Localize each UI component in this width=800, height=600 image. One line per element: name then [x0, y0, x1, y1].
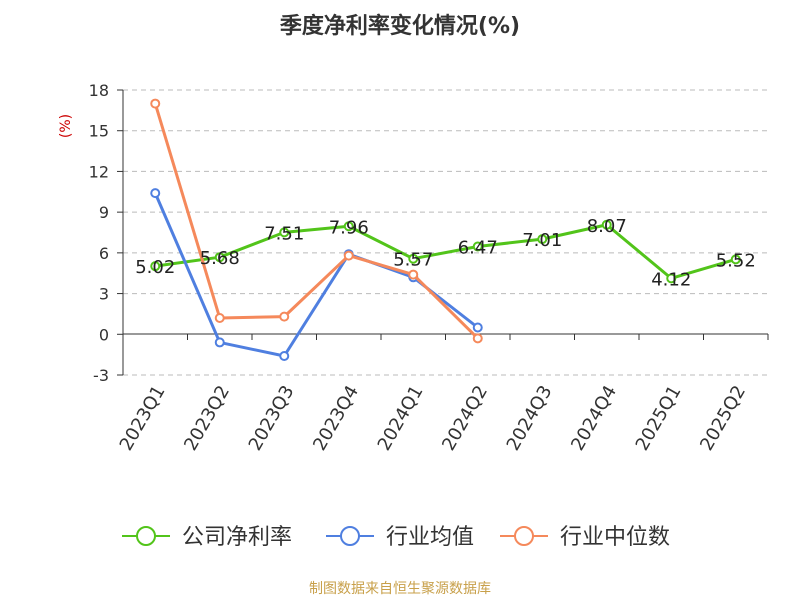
legend-label: 公司净利率: [182, 525, 292, 550]
data-point: [150, 261, 161, 272]
y-tick-label: 12: [89, 162, 109, 181]
data-label: 4.12: [651, 269, 691, 290]
legend-label: 行业均值: [386, 525, 474, 550]
data-label: 5.02: [135, 257, 175, 278]
data-point: [601, 219, 612, 230]
legend-marker: [340, 526, 360, 546]
x-tick-label: 2024Q2: [438, 382, 492, 454]
data-point: [472, 241, 483, 252]
series-lines: [150, 98, 741, 361]
legend-label: 行业中位数: [560, 525, 670, 550]
x-tick-label: 2024Q4: [567, 382, 621, 454]
data-point: [150, 98, 161, 109]
y-tick-label: 0: [99, 325, 109, 344]
data-label: 5.57: [393, 250, 433, 271]
x-tick-label: 2024Q3: [503, 382, 557, 454]
x-tick-label: 2025Q1: [632, 382, 686, 454]
y-axis-label: (%): [58, 114, 74, 138]
data-label: 5.52: [716, 250, 756, 271]
data-label: 7.51: [264, 223, 304, 244]
data-point: [214, 337, 225, 348]
data-point: [343, 221, 354, 232]
data-point: [537, 234, 548, 245]
x-tick-label: 2023Q4: [309, 382, 363, 454]
legend-marker: [514, 526, 534, 546]
x-tick-label: 2025Q2: [696, 382, 750, 454]
chart-title: 季度净利率变化情况(%): [279, 14, 521, 39]
legend: 公司净利率 行业均值 行业中位数: [122, 525, 670, 550]
data-point: [408, 269, 419, 280]
y-tick-label: 6: [99, 244, 109, 263]
data-label: 8.07: [587, 216, 627, 237]
y-tick-label: -3: [93, 366, 109, 385]
data-label: 7.01: [522, 230, 562, 251]
data-point: [408, 253, 419, 264]
data-point: [214, 252, 225, 263]
grid-lines: [123, 89, 768, 376]
data-point: [279, 311, 290, 322]
data-label: 5.68: [200, 248, 240, 269]
data-point: [472, 322, 483, 333]
x-tick-label: 2023Q2: [180, 382, 234, 454]
series-line: [155, 223, 737, 280]
data-point: [150, 188, 161, 199]
data-point: [343, 250, 354, 261]
data-point: [279, 227, 290, 238]
x-tick-label: 2023Q3: [245, 382, 299, 454]
y-tick-label: 18: [89, 81, 109, 100]
x-tick-label: 2023Q1: [116, 382, 170, 454]
series-line: [153, 192, 479, 358]
data-point: [472, 333, 483, 344]
series-line: [153, 103, 479, 340]
data-labels: 5.02 5.68 7.51 7.96 5.57 6.47 7.01 8.07 4.12 5.52: [135, 216, 756, 291]
x-tick-label: 2024Q1: [374, 382, 428, 454]
y-tick-label: 9: [99, 203, 109, 222]
source-note: 制图数据来自恒生聚源数据库: [309, 581, 491, 597]
y-tick-label: 15: [89, 122, 109, 141]
data-point: [214, 313, 225, 323]
data-point: [279, 351, 290, 361]
data-label: 7.96: [329, 217, 369, 238]
y-tick-label: 3: [99, 285, 109, 304]
data-point: [730, 254, 741, 265]
data-label: 6.47: [458, 237, 498, 258]
data-point: [666, 273, 677, 284]
legend-marker: [136, 526, 156, 546]
